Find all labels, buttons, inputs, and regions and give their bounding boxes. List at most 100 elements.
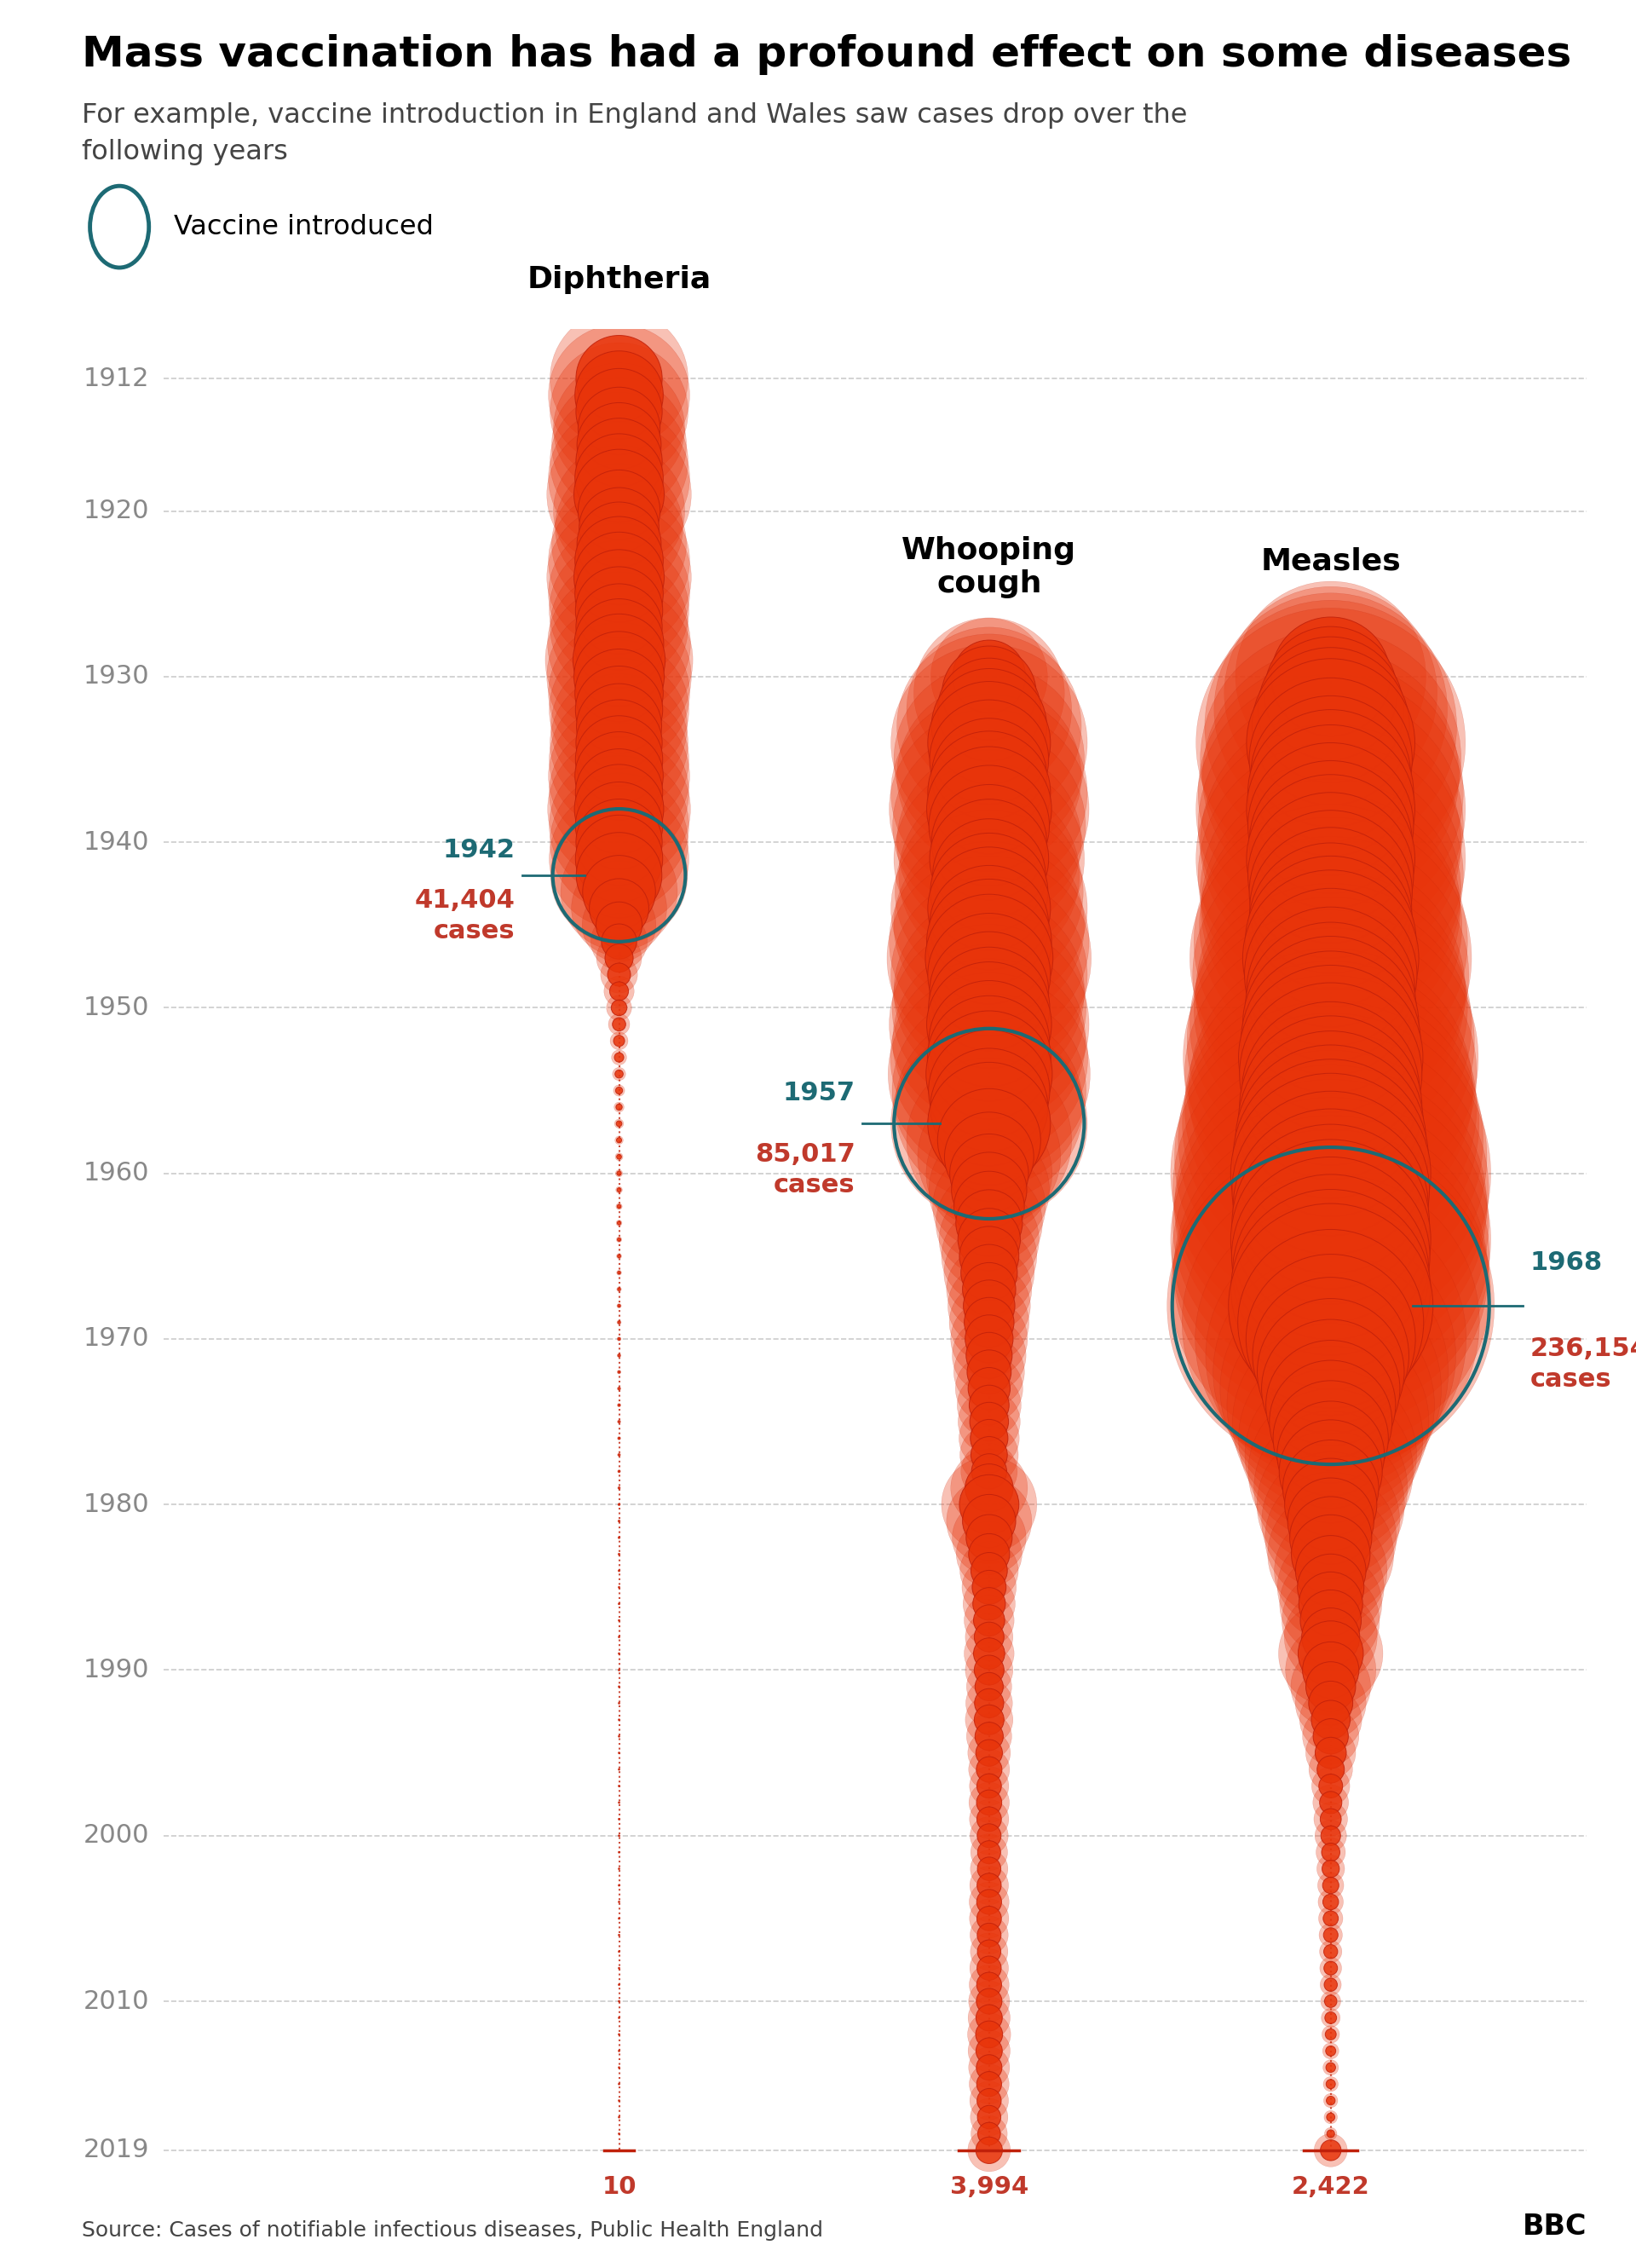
- Ellipse shape: [610, 1032, 628, 1050]
- Text: 3,994: 3,994: [951, 2175, 1029, 2200]
- Text: Measles: Measles: [1260, 547, 1400, 576]
- Ellipse shape: [931, 785, 1047, 900]
- Ellipse shape: [1193, 837, 1469, 1114]
- Ellipse shape: [970, 1898, 1009, 1939]
- Ellipse shape: [970, 1420, 1008, 1456]
- Ellipse shape: [617, 1236, 622, 1243]
- Ellipse shape: [959, 1227, 1019, 1286]
- Text: Mass vaccination has had a profound effect on some diseases: Mass vaccination has had a profound effe…: [82, 34, 1572, 75]
- Ellipse shape: [928, 680, 1050, 805]
- Ellipse shape: [551, 476, 687, 612]
- Ellipse shape: [617, 1204, 622, 1209]
- Ellipse shape: [1320, 2141, 1342, 2161]
- Ellipse shape: [952, 640, 1026, 712]
- Ellipse shape: [1256, 1431, 1404, 1579]
- Ellipse shape: [1284, 1590, 1378, 1683]
- Ellipse shape: [617, 1170, 622, 1175]
- Ellipse shape: [1240, 1016, 1422, 1198]
- Ellipse shape: [1202, 649, 1459, 905]
- Ellipse shape: [617, 1154, 622, 1159]
- Text: 236,154
cases: 236,154 cases: [1530, 1336, 1636, 1393]
- Ellipse shape: [951, 1134, 1029, 1213]
- Ellipse shape: [1173, 1032, 1489, 1347]
- Ellipse shape: [1271, 617, 1391, 737]
- Ellipse shape: [977, 1774, 1001, 1799]
- Ellipse shape: [1268, 1490, 1394, 1617]
- Ellipse shape: [959, 1408, 1019, 1467]
- Ellipse shape: [969, 2130, 1011, 2170]
- Ellipse shape: [589, 878, 649, 939]
- Ellipse shape: [617, 1238, 620, 1241]
- Ellipse shape: [578, 404, 661, 488]
- Ellipse shape: [973, 1606, 1005, 1635]
- Ellipse shape: [977, 2071, 1001, 2096]
- Ellipse shape: [612, 1050, 627, 1066]
- Text: 2000: 2000: [83, 1823, 149, 1848]
- Ellipse shape: [977, 2105, 1001, 2130]
- Ellipse shape: [970, 2082, 1008, 2121]
- Ellipse shape: [618, 1370, 620, 1372]
- Ellipse shape: [617, 1286, 622, 1290]
- Ellipse shape: [1252, 646, 1410, 805]
- Ellipse shape: [977, 2055, 1001, 2080]
- Ellipse shape: [1317, 1755, 1345, 1783]
- Ellipse shape: [1312, 1767, 1350, 1805]
- Ellipse shape: [1315, 1819, 1346, 1851]
- Ellipse shape: [977, 1905, 1001, 1930]
- Ellipse shape: [582, 855, 656, 928]
- Ellipse shape: [937, 658, 1040, 762]
- Ellipse shape: [1325, 1996, 1337, 2007]
- Ellipse shape: [967, 1665, 1011, 1710]
- Ellipse shape: [1279, 1601, 1382, 1706]
- Ellipse shape: [617, 1120, 622, 1127]
- Ellipse shape: [969, 2048, 1009, 2089]
- Ellipse shape: [550, 755, 689, 896]
- Ellipse shape: [1243, 871, 1418, 1046]
- Ellipse shape: [942, 646, 1036, 739]
- Ellipse shape: [915, 617, 1065, 769]
- Ellipse shape: [969, 1749, 1009, 1789]
- Ellipse shape: [1319, 1907, 1343, 1930]
- Ellipse shape: [1201, 628, 1461, 889]
- Ellipse shape: [975, 2021, 1003, 2048]
- Ellipse shape: [548, 324, 690, 465]
- Ellipse shape: [1324, 1912, 1338, 1926]
- Ellipse shape: [1230, 1073, 1432, 1272]
- Ellipse shape: [604, 975, 635, 1007]
- Ellipse shape: [546, 422, 692, 567]
- Ellipse shape: [977, 1789, 1001, 1814]
- Ellipse shape: [548, 572, 690, 714]
- Ellipse shape: [892, 875, 1088, 1073]
- Ellipse shape: [1253, 1411, 1407, 1565]
- Ellipse shape: [1261, 1452, 1400, 1590]
- Ellipse shape: [1299, 1572, 1363, 1635]
- Ellipse shape: [1327, 2080, 1335, 2089]
- Ellipse shape: [618, 1486, 620, 1490]
- Ellipse shape: [1322, 1844, 1340, 1862]
- Ellipse shape: [969, 1964, 1009, 2005]
- Ellipse shape: [926, 962, 1052, 1086]
- Ellipse shape: [1175, 1000, 1487, 1313]
- Ellipse shape: [576, 667, 663, 753]
- Ellipse shape: [965, 1696, 1013, 1744]
- Ellipse shape: [548, 408, 690, 549]
- Ellipse shape: [1291, 1647, 1371, 1726]
- Ellipse shape: [1247, 776, 1415, 943]
- Ellipse shape: [1234, 1059, 1428, 1254]
- Ellipse shape: [578, 388, 659, 469]
- Ellipse shape: [1278, 1533, 1384, 1640]
- Ellipse shape: [1258, 637, 1404, 782]
- Ellipse shape: [1220, 1277, 1441, 1499]
- Ellipse shape: [906, 1057, 1072, 1222]
- Ellipse shape: [550, 723, 689, 862]
- Ellipse shape: [929, 1030, 1050, 1152]
- Ellipse shape: [582, 889, 656, 962]
- Ellipse shape: [969, 1730, 1011, 1774]
- Ellipse shape: [1171, 1014, 1490, 1334]
- Ellipse shape: [1284, 1458, 1378, 1551]
- Ellipse shape: [970, 1948, 1008, 1987]
- Ellipse shape: [574, 733, 663, 821]
- Ellipse shape: [618, 1554, 620, 1556]
- Ellipse shape: [615, 1070, 623, 1077]
- Ellipse shape: [617, 1188, 622, 1193]
